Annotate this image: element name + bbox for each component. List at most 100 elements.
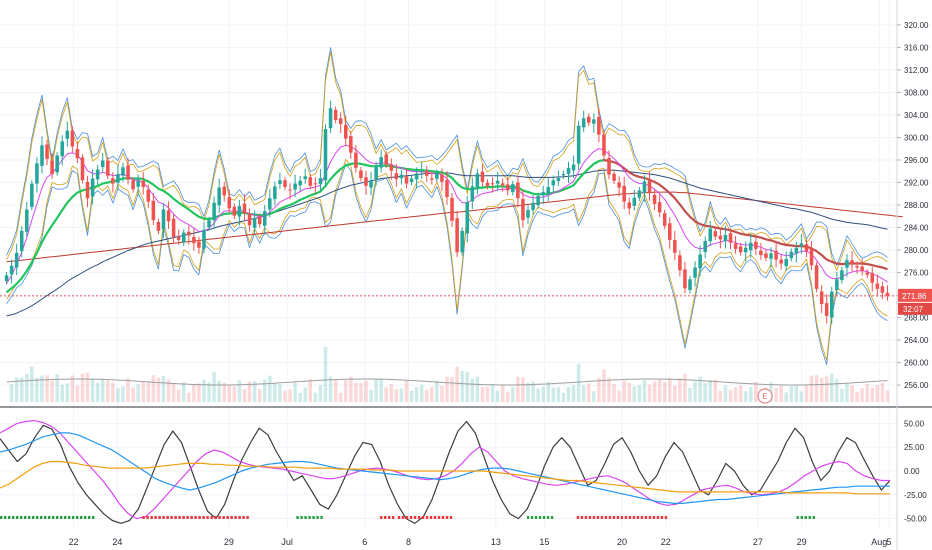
- candle-body: [581, 118, 586, 128]
- volume-bar: [379, 378, 383, 402]
- candle-body: [642, 181, 647, 193]
- volume-bar: [55, 374, 59, 402]
- oscillator-series-line: [0, 420, 891, 524]
- candle-body: [25, 209, 29, 232]
- earnings-marker[interactable]: E: [757, 388, 773, 404]
- candle-body: [40, 145, 44, 166]
- signal-dot: [24, 516, 27, 519]
- signal-dot: [421, 516, 425, 519]
- candle-body: [566, 167, 571, 175]
- volume-bar: [470, 378, 475, 402]
- candle-body: [278, 180, 282, 184]
- candle-body: [602, 134, 606, 156]
- volume-bar: [865, 383, 869, 402]
- signal-dot: [608, 516, 612, 519]
- signal-dot: [592, 516, 596, 519]
- volume-bar: [602, 369, 606, 402]
- candle-body: [657, 202, 662, 213]
- volume-bar: [475, 376, 480, 402]
- volume-bar: [809, 375, 814, 402]
- signal-dot: [8, 516, 11, 519]
- candle-body: [738, 246, 743, 253]
- candle-body: [576, 125, 581, 164]
- signal-dot: [174, 516, 177, 519]
- candle-body: [207, 220, 211, 228]
- volume-bar: [460, 370, 464, 402]
- volume-bar: [121, 386, 125, 402]
- volume-bar: [222, 382, 227, 402]
- signal-dot: [44, 516, 47, 519]
- signal-dot: [206, 516, 209, 519]
- candle-body: [440, 174, 444, 182]
- grid: [0, 0, 897, 530]
- signal-dot: [0, 516, 3, 519]
- candle-body: [45, 144, 49, 159]
- candle-body: [166, 210, 171, 222]
- volume-bar: [860, 388, 864, 402]
- signal-dot: [246, 516, 249, 519]
- volume-bar: [657, 379, 662, 402]
- price-tick-label: 296.00: [904, 156, 929, 165]
- candle-body: [480, 171, 485, 182]
- volume-bar: [242, 389, 247, 402]
- candle-body: [308, 177, 313, 186]
- volume-bar: [531, 381, 535, 402]
- volume-bar: [202, 379, 206, 402]
- volume-bar: [151, 375, 156, 402]
- candle-body: [505, 184, 510, 191]
- volume-bar: [799, 391, 804, 402]
- volume-bar: [308, 379, 313, 402]
- signal-dot: [242, 516, 245, 519]
- candle-body: [536, 195, 540, 206]
- candle-body: [404, 176, 409, 184]
- time-tick-label: 27: [753, 537, 763, 547]
- volume-bar: [455, 366, 459, 402]
- volume-bar: [617, 390, 621, 402]
- time-tick-label: 8: [406, 537, 411, 547]
- candle-body: [364, 177, 368, 186]
- oscillator-axis[interactable]: 50.00 25.00 0.00 -25.00 -50.00: [904, 419, 927, 523]
- signal-dot: [576, 516, 580, 519]
- signal-dot: [600, 516, 604, 519]
- signal-dot: [40, 516, 43, 519]
- volume-bar: [338, 392, 343, 402]
- candle-body: [389, 164, 394, 171]
- volume-bar: [642, 379, 647, 402]
- signal-dot: [320, 516, 323, 519]
- volume-bar: [435, 380, 439, 402]
- mid-ma-line-red: [603, 158, 888, 271]
- volume-bar: [369, 389, 373, 402]
- volume-bar: [688, 387, 692, 402]
- volume-bar: [607, 377, 611, 402]
- candle-body: [247, 213, 252, 226]
- candle-body: [354, 152, 358, 168]
- volume-bar: [521, 377, 525, 402]
- signal-dot: [397, 516, 401, 519]
- volume-bar: [217, 380, 221, 402]
- price-axis[interactable]: 320.00 316.00 312.00 308.00 304.00 300.00 296.…: [897, 21, 929, 390]
- time-tick-label: 20: [617, 537, 627, 547]
- candle-body: [424, 170, 429, 176]
- time-axis[interactable]: 22 24 29 Jul 6 8 13 15 20 22 27 29 Aug 5: [69, 537, 892, 547]
- candle-body: [865, 272, 869, 275]
- volume-bar: [835, 379, 839, 402]
- candle-body: [490, 183, 495, 185]
- volume-average-line: [6, 378, 888, 386]
- volume-bar: [19, 377, 24, 402]
- time-tick-label: 29: [797, 537, 807, 547]
- signal-dot: [304, 516, 307, 519]
- volume-bar: [35, 377, 39, 402]
- candle-body: [860, 266, 864, 271]
- volume-bar: [141, 382, 146, 402]
- volume-bar: [708, 380, 713, 402]
- volume-bar: [738, 385, 743, 402]
- candle-body: [607, 158, 611, 175]
- volume-bar: [855, 391, 859, 402]
- signal-dot: [158, 516, 161, 519]
- signal-dot: [445, 516, 449, 519]
- signal-dot: [4, 516, 7, 519]
- volume-bar: [30, 366, 34, 402]
- volume-bar: [171, 383, 176, 402]
- candle-body: [369, 180, 373, 188]
